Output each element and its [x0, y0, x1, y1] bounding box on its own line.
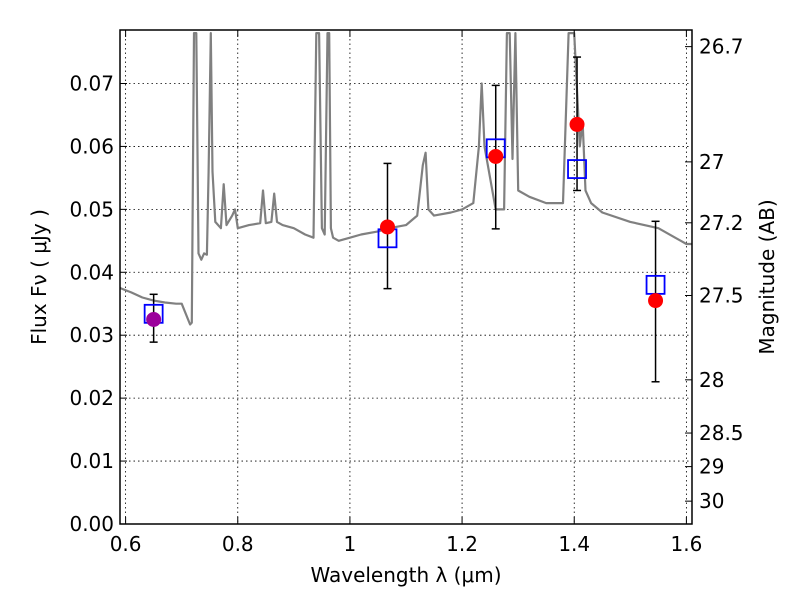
model-photometry-point — [567, 159, 587, 179]
observed-flux-point — [379, 219, 395, 235]
y-tick-label: 0.04 — [69, 260, 114, 284]
y-tick-label: 0.06 — [69, 134, 114, 158]
x-tick-label: 1.6 — [670, 532, 702, 556]
right-tick-label: 28 — [699, 368, 724, 392]
y-axis-label: Flux Fν ( μJy ) — [27, 209, 51, 345]
y-tick-label: 0.02 — [69, 386, 114, 410]
right-tick-label: 30 — [699, 489, 724, 513]
right-tick-label: 28.5 — [699, 421, 744, 445]
x-tick-label: 1.2 — [446, 532, 478, 556]
y-tick-label: 0.03 — [69, 323, 114, 347]
x-tick-label: 1 — [344, 532, 357, 556]
grid-lines — [120, 30, 692, 525]
plot-area — [120, 31, 692, 383]
y-tick-label: 0.00 — [69, 512, 114, 536]
y-tick-label: 0.07 — [69, 71, 114, 95]
y-axis-right-label: Magnitude (AB) — [755, 199, 779, 354]
y-tick-label: 0.01 — [69, 449, 114, 473]
observed-flux-point — [569, 116, 585, 132]
right-tick-label: 27.5 — [699, 284, 744, 308]
right-tick-label: 27.2 — [699, 211, 744, 235]
x-axis-label: Wavelength λ (μm) — [310, 563, 501, 587]
tick-marks — [120, 30, 692, 525]
x-tick-label: 0.8 — [222, 532, 254, 556]
observed-flux-point — [648, 293, 664, 309]
observed-flux-point — [488, 148, 504, 164]
x-tick-label: 0.6 — [110, 532, 142, 556]
right-tick-label: 29 — [699, 455, 724, 479]
model-spectrum-line — [120, 31, 692, 326]
x-tick-label: 1.4 — [558, 532, 590, 556]
tick-labels: 0.6 0.8 1 1.2 1.4 1.6 0.00 0.01 0.02 0.03 0.04 0.05… — [69, 35, 743, 556]
plot-frame — [119, 29, 693, 525]
right-tick-label: 26.7 — [699, 35, 744, 59]
observed-flux-point — [146, 311, 162, 327]
y-tick-label: 0.05 — [69, 197, 114, 221]
right-tick-label: 27 — [699, 150, 724, 174]
